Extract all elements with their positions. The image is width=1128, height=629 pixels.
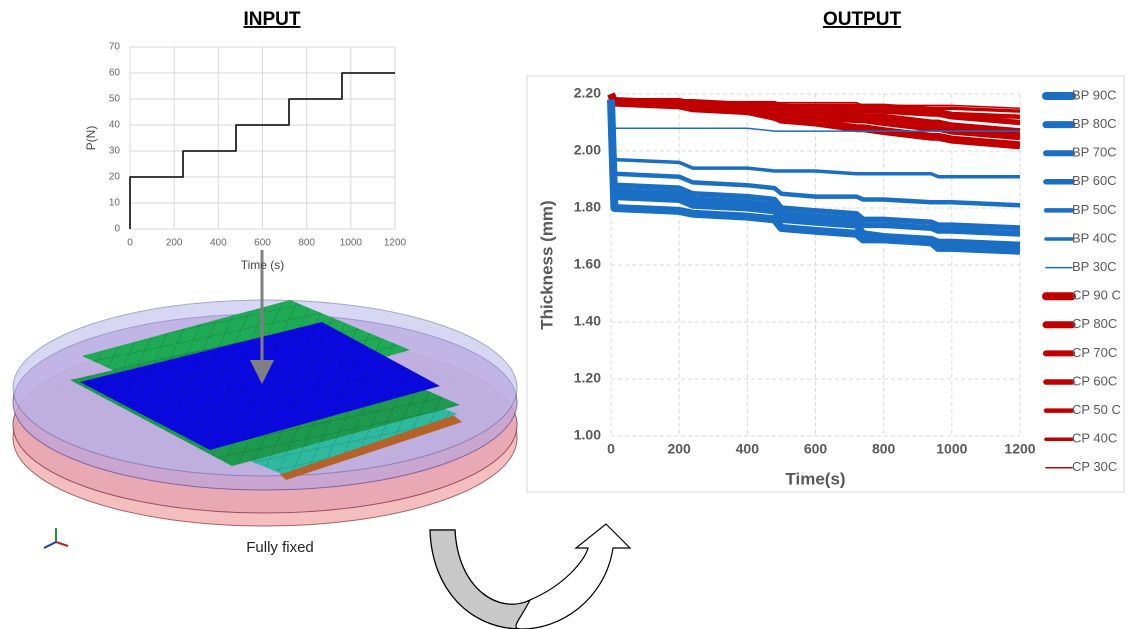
- y-tick-label: 20: [109, 172, 121, 183]
- y-tick-label: 0: [114, 224, 120, 235]
- y-tick-label: 2.20: [574, 85, 601, 101]
- legend-label: CP 40C: [1072, 431, 1117, 446]
- x-tick-label: 400: [736, 441, 760, 457]
- x-tick-label: 200: [667, 441, 691, 457]
- input-heading: INPUT: [244, 9, 301, 30]
- x-tick-label: 0: [607, 441, 615, 457]
- legend-label: BP 70C: [1072, 145, 1117, 160]
- x-axis-label: Time(s): [785, 469, 845, 488]
- y-axis-label: Thickness (mm): [537, 200, 556, 329]
- x-tick-label: 1000: [936, 441, 967, 457]
- y-tick-label: 40: [109, 120, 121, 131]
- legend-label: BP 50C: [1072, 202, 1117, 217]
- legend-label: BP 60C: [1072, 173, 1117, 188]
- output-heading: OUTPUT: [823, 9, 902, 30]
- y-tick-label: 1.60: [574, 256, 601, 272]
- legend-label: BP 80C: [1072, 116, 1117, 131]
- legend-label: BP 40C: [1072, 230, 1117, 245]
- x-tick-label: 400: [210, 238, 227, 249]
- legend-label: CP 90 C: [1072, 288, 1121, 303]
- x-tick-label: 1200: [384, 238, 407, 249]
- legend-label: CP 50 C: [1072, 402, 1121, 417]
- x-tick-label: 600: [804, 441, 828, 457]
- legend-label: CP 60C: [1072, 373, 1117, 388]
- legend-label: CP 80C: [1072, 316, 1117, 331]
- x-tick-label: 1000: [340, 238, 363, 249]
- y-tick-label: 1.40: [574, 313, 601, 329]
- y-tick-label: 1.20: [574, 370, 601, 386]
- page: INPUT OUTPUT Fully fixed 020040060080010…: [0, 0, 1128, 629]
- y-tick-label: 50: [109, 94, 121, 105]
- y-tick-label: 1.00: [574, 427, 601, 443]
- legend-label: CP 30C: [1072, 459, 1117, 474]
- x-tick-label: 800: [872, 441, 896, 457]
- legend-label: BP 90C: [1072, 87, 1117, 102]
- legend-label: CP 70C: [1072, 345, 1117, 360]
- output-frame: [527, 76, 1124, 492]
- y-tick-label: 30: [109, 146, 121, 157]
- y-tick-label: 60: [109, 68, 121, 79]
- y-tick-label: 10: [109, 198, 121, 209]
- process-arrow-shade: [430, 530, 530, 629]
- x-tick-label: 600: [254, 238, 271, 249]
- axis-triad: [44, 528, 68, 548]
- y-tick-label: 70: [109, 42, 121, 53]
- fe-model: [13, 250, 517, 526]
- x-tick-label: 1200: [1004, 441, 1035, 457]
- x-axis-label: Time (s): [241, 258, 285, 272]
- x-tick-label: 200: [166, 238, 183, 249]
- y-axis-label: P(N): [84, 126, 98, 151]
- caption: Fully fixed: [246, 539, 314, 556]
- x-tick-label: 800: [298, 238, 315, 249]
- legend-label: BP 30C: [1072, 259, 1117, 274]
- y-tick-label: 1.80: [574, 199, 601, 215]
- x-tick-label: 0: [127, 238, 133, 249]
- y-tick-label: 2.00: [574, 142, 601, 158]
